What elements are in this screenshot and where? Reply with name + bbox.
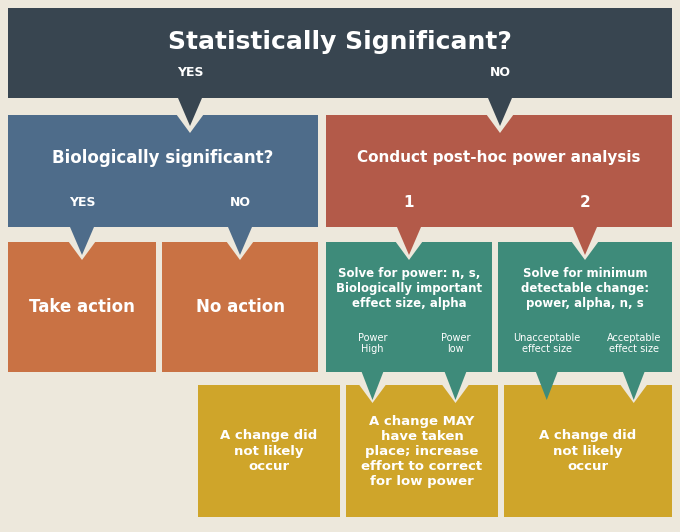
Polygon shape [573,227,597,255]
Text: Conduct post-hoc power analysis: Conduct post-hoc power analysis [357,150,641,165]
Text: YES: YES [69,196,95,209]
FancyBboxPatch shape [346,385,498,517]
Text: A change MAY
have taken
place; increase
effort to correct
for low power: A change MAY have taken place; increase … [362,414,483,487]
FancyBboxPatch shape [8,242,156,372]
Polygon shape [396,242,422,260]
Text: Statistically Significant?: Statistically Significant? [168,30,512,54]
Polygon shape [397,227,421,255]
Polygon shape [69,242,95,260]
Polygon shape [623,372,645,400]
Polygon shape [359,385,386,403]
Polygon shape [362,372,384,400]
Polygon shape [488,98,512,126]
FancyBboxPatch shape [326,242,492,372]
FancyBboxPatch shape [326,115,672,227]
Polygon shape [572,242,598,260]
Polygon shape [177,115,203,133]
Polygon shape [228,227,252,255]
FancyBboxPatch shape [504,385,672,517]
Text: A change did
not likely
occur: A change did not likely occur [539,429,636,472]
Text: No action: No action [196,298,284,316]
FancyBboxPatch shape [162,242,318,372]
Polygon shape [536,372,558,400]
Text: Power
High: Power High [358,332,387,354]
FancyBboxPatch shape [8,115,318,227]
Polygon shape [621,385,647,403]
FancyBboxPatch shape [8,8,672,98]
Polygon shape [442,385,469,403]
Text: Solve for power: n, s,
Biologically important
effect size, alpha: Solve for power: n, s, Biologically impo… [336,267,482,310]
Text: A change did
not likely
occur: A change did not likely occur [220,429,318,472]
Polygon shape [178,98,202,126]
Text: Biologically significant?: Biologically significant? [52,148,273,167]
Polygon shape [227,242,253,260]
Text: YES: YES [177,66,203,79]
FancyBboxPatch shape [498,242,672,372]
Text: Acceptable
effect size: Acceptable effect size [607,332,661,354]
Polygon shape [445,372,466,400]
Text: Power
low: Power low [441,332,471,354]
FancyBboxPatch shape [198,385,340,517]
Text: 1: 1 [404,195,414,210]
Text: Take action: Take action [29,298,135,316]
Text: 2: 2 [579,195,590,210]
Polygon shape [487,115,513,133]
Text: NO: NO [490,66,511,79]
Text: Unacceptable
effect size: Unacceptable effect size [513,332,580,354]
Text: Solve for minimum
detectable change:
power, alpha, n, s: Solve for minimum detectable change: pow… [521,267,649,310]
Text: NO: NO [230,196,250,209]
Polygon shape [70,227,94,255]
